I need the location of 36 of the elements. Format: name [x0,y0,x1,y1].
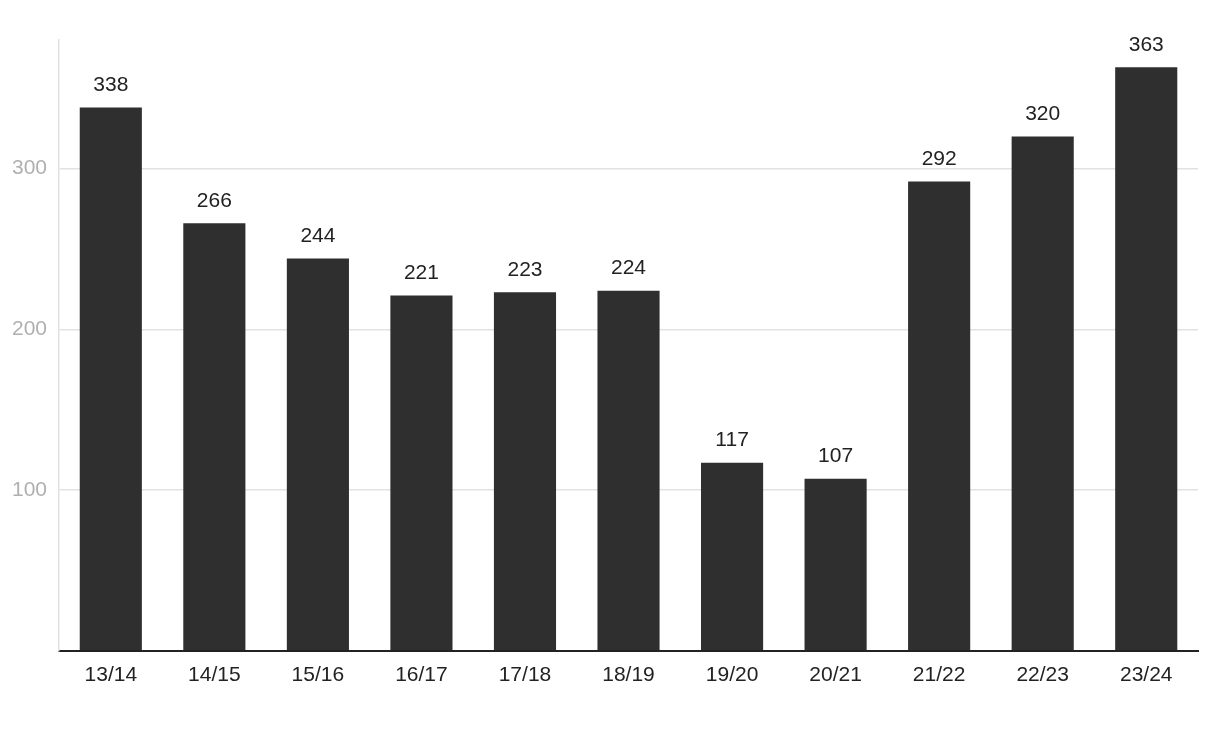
bar [701,462,764,651]
bar [390,295,453,651]
data-label: 338 [93,71,129,95]
x-tick-label: 14/15 [188,662,241,686]
x-tick-label: 17/18 [498,662,552,686]
data-label: 221 [403,259,439,283]
x-tick-label: 19/20 [705,662,759,686]
y-tick-label: 300 [11,155,48,179]
data-label: 224 [611,255,647,279]
x-tick-label: 20/21 [809,662,862,686]
bar [79,107,142,651]
bar [493,292,557,651]
x-tick-label: 21/22 [912,662,966,686]
x-tick-label: 13/14 [84,662,138,686]
x-tick-label: 23/24 [1119,662,1173,686]
bar [804,478,867,651]
x-tick-label: 15/16 [291,662,345,686]
bar [1115,67,1178,651]
data-label: 244 [300,222,336,246]
data-label: 117 [715,427,749,451]
data-label: 363 [1128,31,1164,55]
data-label: 320 [1025,100,1061,124]
data-label: 107 [818,443,854,467]
data-label: 266 [196,187,232,211]
bar [183,223,246,651]
data-label: 223 [507,256,543,280]
x-tick-label: 18/19 [602,662,655,686]
x-tick-label: 16/17 [395,662,448,686]
x-tick-label: 22/23 [1016,662,1069,686]
bar [286,258,349,651]
y-tick-label: 200 [11,316,48,340]
data-label: 292 [921,145,957,169]
bar [597,290,660,651]
bar [908,181,971,651]
y-tick-label: 100 [11,476,48,500]
bar [1011,136,1074,651]
